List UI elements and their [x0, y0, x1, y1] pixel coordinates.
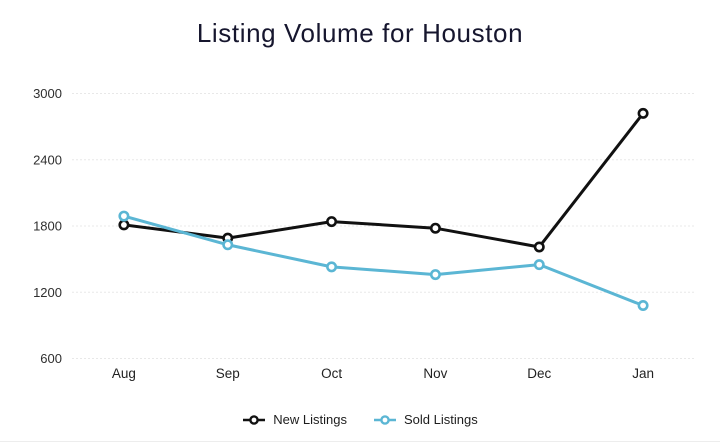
data-point-new-listings-nov[interactable]: [429, 222, 441, 234]
x-tick-label-dec: Dec: [527, 366, 551, 381]
legend-label-sold-listings: Sold Listings: [403, 412, 478, 427]
data-point-sold-listings-nov[interactable]: [429, 269, 441, 281]
y-tick-label-2400: 2400: [33, 152, 62, 167]
chart-legend: New Listings Sold Listings: [0, 412, 720, 427]
legend-entry-sold-listings[interactable]: Sold Listings: [373, 412, 478, 427]
legend-entry-new-listings[interactable]: New Listings: [242, 412, 347, 427]
y-tick-label-1200: 1200: [33, 285, 62, 300]
x-tick-label-jan: Jan: [632, 366, 654, 381]
x-tick-label-nov: Nov: [423, 366, 447, 381]
data-point-sold-listings-sep[interactable]: [222, 239, 234, 251]
y-tick-label-1800: 1800: [33, 219, 62, 234]
data-point-new-listings-dec[interactable]: [533, 241, 545, 253]
data-point-new-listings-jan[interactable]: [637, 107, 649, 119]
y-tick-label-600: 600: [40, 351, 62, 366]
legend-marker-icon-new-listings: [243, 414, 266, 425]
data-point-sold-listings-jan[interactable]: [637, 299, 649, 311]
data-point-sold-listings-oct[interactable]: [326, 261, 338, 273]
legend-marker-icon-sold-listings: [373, 414, 396, 425]
series-line-new-listings: [122, 111, 645, 249]
data-point-sold-listings-dec[interactable]: [533, 259, 545, 271]
chart-title: Listing Volume for Houston: [196, 18, 524, 48]
x-tick-label-sep: Sep: [216, 366, 240, 381]
legend-label-new-listings: New Listings: [273, 412, 347, 427]
x-tick-label-aug: Aug: [112, 366, 136, 381]
y-tick-label-3000: 3000: [33, 86, 62, 101]
data-point-new-listings-aug[interactable]: [118, 219, 130, 231]
data-point-sold-listings-aug[interactable]: [118, 210, 130, 222]
x-tick-label-oct: Oct: [321, 366, 342, 381]
data-point-new-listings-oct[interactable]: [326, 216, 338, 228]
series-line-sold-listings: [122, 214, 645, 307]
